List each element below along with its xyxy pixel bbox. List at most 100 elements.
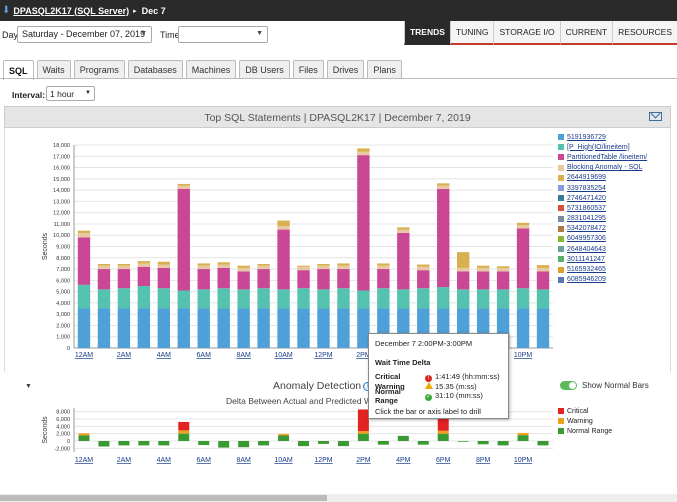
tab-divider <box>0 78 677 79</box>
x-tick-label[interactable]: 6AM <box>197 457 212 464</box>
x-tick-label[interactable]: 4PM <box>396 457 411 464</box>
legend-item[interactable]: 3397835254 <box>558 183 668 193</box>
bar-segment <box>277 229 290 290</box>
database-arrow-icon[interactable]: ⬇ <box>2 5 11 16</box>
tab-waits[interactable]: Waits <box>36 60 71 79</box>
horizontal-scrollbar[interactable] <box>0 494 677 502</box>
legend-item[interactable]: 5191936729 <box>558 132 668 142</box>
x-tick-label[interactable]: 8AM <box>236 457 251 464</box>
legend-item[interactable]: 2831041295 <box>558 214 668 224</box>
x-tick-label[interactable]: 12AM <box>75 352 93 359</box>
bar-segment <box>237 271 250 290</box>
x-tick-label[interactable]: 2AM <box>117 352 132 359</box>
x-tick-label[interactable]: 10PM <box>514 352 532 359</box>
legend-item[interactable]: 2648404643 <box>558 244 668 254</box>
tab-db-users[interactable]: DB Users <box>239 60 290 79</box>
tab-files[interactable]: Files <box>292 60 324 79</box>
bar-segment <box>516 225 530 229</box>
interval-select[interactable]: 1 hour ▼ <box>46 86 95 101</box>
bar-segment <box>536 289 550 309</box>
legend-item[interactable]: [P_High(IO/lineitem] <box>558 142 668 152</box>
nav-storage-io[interactable]: STORAGE I/O <box>493 21 560 45</box>
bar-segment <box>97 269 111 290</box>
anomaly-legend-item[interactable]: Warning <box>558 416 612 426</box>
tab-machines[interactable]: Machines <box>185 60 237 79</box>
time-select[interactable]: ▼ <box>178 26 268 43</box>
bar-segment <box>417 288 430 309</box>
bar-segment <box>77 237 91 285</box>
breadcrumb-date: Dec 7 <box>141 5 166 16</box>
legend-label: 2648404643 <box>567 245 606 253</box>
x-tick-label[interactable]: 10AM <box>274 457 292 464</box>
x-tick-label[interactable]: 10PM <box>514 457 532 464</box>
bar-segment <box>218 441 230 448</box>
nav-tuning[interactable]: TUNING <box>449 21 494 45</box>
tab-sql[interactable]: SQL <box>3 60 34 80</box>
bar-segment <box>297 265 310 267</box>
bar-segment <box>337 269 350 289</box>
nav-current[interactable]: CURRENT <box>559 21 613 45</box>
scrollbar-thumb[interactable] <box>0 495 327 501</box>
legend-item[interactable]: PartitionedTable /lineitem/ <box>558 152 668 162</box>
legend-swatch <box>558 246 564 253</box>
warning-icon <box>425 381 433 389</box>
y-tick-label: 2,000 <box>56 432 70 438</box>
legend-swatch <box>558 195 564 202</box>
collapse-icon[interactable]: ▼ <box>25 383 32 390</box>
tab-databases[interactable]: Databases <box>127 60 183 79</box>
legend-item[interactable]: 5165932465 <box>558 264 668 274</box>
nav-trends[interactable]: TRENDS <box>403 21 450 45</box>
bar-segment <box>257 288 270 309</box>
legend-item[interactable]: 3011141247 <box>558 254 668 264</box>
x-tick-label[interactable]: 6AM <box>197 352 212 359</box>
legend-swatch <box>558 418 564 424</box>
x-tick-label[interactable]: 10AM <box>274 352 292 359</box>
nav-resources[interactable]: RESOURCES <box>612 21 677 45</box>
x-tick-label[interactable]: 12PM <box>314 457 332 464</box>
tab-drives[interactable]: Drives <box>326 60 365 79</box>
day-select[interactable]: Saturday - December 07, 2019 ▼ <box>17 26 152 43</box>
legend-item[interactable]: 5342078472 <box>558 224 668 234</box>
legend-item[interactable]: 6085946209 <box>558 275 668 285</box>
x-tick-label[interactable]: 2PM <box>356 457 371 464</box>
tab-plans[interactable]: Plans <box>367 60 402 79</box>
legend-item[interactable]: 6049957306 <box>558 234 668 244</box>
tooltip-warning-label: Warning <box>375 381 405 391</box>
anomaly-legend-item[interactable]: Normal Range <box>558 426 612 436</box>
bar-segment <box>297 308 310 348</box>
x-tick-label[interactable]: 4AM <box>157 352 172 359</box>
legend-swatch <box>558 266 564 273</box>
bar-segment <box>257 263 270 266</box>
bar-segment <box>457 289 470 309</box>
bar-segment <box>118 441 130 446</box>
legend-item[interactable]: 2746471420 <box>558 193 668 203</box>
tooltip-critical-row: Critical ! 1:41:49 (hh:mm:ss) <box>375 372 502 382</box>
legend-item[interactable]: 2644919699 <box>558 173 668 183</box>
bar-segment <box>177 183 190 186</box>
bar-segment <box>157 264 170 268</box>
email-icon[interactable] <box>649 112 662 121</box>
legend-item[interactable]: 5731860537 <box>558 203 668 213</box>
x-tick-label[interactable]: 8PM <box>476 457 491 464</box>
show-normal-bars-label: Show Normal Bars <box>582 381 649 390</box>
legend-label: 5191936729 <box>567 133 606 141</box>
tab-programs[interactable]: Programs <box>73 60 125 79</box>
database-name-link[interactable]: DPASQL2K17 (SQL Server) <box>13 5 130 16</box>
bar-segment <box>138 441 150 446</box>
legend-item[interactable]: Blocking Anomaly - SQL <box>558 163 668 173</box>
show-normal-bars-toggle[interactable] <box>560 381 577 390</box>
x-tick-label[interactable]: 6PM <box>436 457 451 464</box>
x-tick-label[interactable]: 12AM <box>75 457 93 464</box>
main-nav: TRENDS TUNING STORAGE I/O CURRENT RESOUR… <box>403 21 677 45</box>
bar-segment <box>97 289 111 309</box>
tooltip-normal-value: 31:10 (mm:ss) <box>435 391 483 401</box>
x-tick-label[interactable]: 2AM <box>117 457 132 464</box>
anomaly-legend-item[interactable]: Critical <box>558 406 612 416</box>
bar-segment <box>337 308 350 348</box>
x-tick-label[interactable]: 4AM <box>157 457 172 464</box>
bar-segment <box>97 265 111 270</box>
bar-segment <box>117 308 131 348</box>
x-tick-label[interactable]: 2PM <box>356 352 371 359</box>
x-tick-label[interactable]: 8AM <box>236 352 251 359</box>
x-tick-label[interactable]: 12PM <box>314 352 332 359</box>
